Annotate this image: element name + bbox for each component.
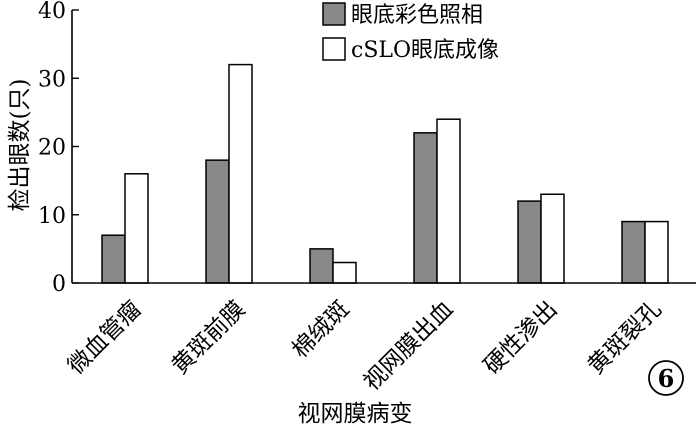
- legend: 眼底彩色照相 cSLO眼底成像: [322, 2, 499, 63]
- badge-circle: [648, 360, 684, 396]
- x-tick-label: 硬性渗出: [479, 296, 562, 379]
- y-ticks-layer: 0 10 20 30 40: [38, 0, 79, 297]
- legend-swatch-series-2: [322, 37, 346, 61]
- bar-series-2-1: [124, 173, 149, 284]
- bar-series-1-1: [101, 234, 126, 284]
- badge-number: 6: [658, 364, 675, 393]
- x-tick-label: 微血管瘤: [63, 296, 146, 379]
- y-tick-label: 30: [38, 67, 66, 92]
- y-tick-label: 10: [38, 204, 66, 229]
- y-tick-label: 40: [38, 0, 66, 24]
- bar-series-1-3: [309, 248, 334, 284]
- bar-series-2-5: [540, 193, 565, 284]
- legend-label-series-2: cSLO眼底成像: [351, 38, 499, 63]
- y-tick-label: 20: [38, 136, 66, 161]
- x-tick-label: 棉绒斑: [287, 296, 354, 363]
- bar-series-2-3: [332, 261, 357, 284]
- legend-swatch-series-1: [322, 2, 346, 26]
- figure-number-badge: 6: [648, 360, 684, 396]
- bar-series-1-5: [517, 200, 542, 284]
- bar-series-2-4: [436, 118, 461, 284]
- y-axis-label: 检出眼数(只): [7, 79, 33, 212]
- bar-series-1-2: [205, 159, 230, 284]
- x-axis-label: 视网膜病变: [298, 401, 413, 427]
- x-tick-label: 视网膜出血: [359, 296, 459, 396]
- bar-series-2-6: [644, 220, 669, 284]
- legend-label-series-1: 眼底彩色照相: [351, 3, 483, 28]
- x-tick-label: 黄斑前膜: [167, 296, 250, 379]
- bar-series-2-2: [228, 63, 253, 284]
- bar-series-1-4: [413, 132, 438, 284]
- y-tick-label: 0: [52, 272, 66, 297]
- x-ticks-layer: 微血管瘤 黄斑前膜 棉绒斑 视网膜出血 硬性渗出 黄斑裂孔: [63, 296, 666, 396]
- bar-series-1-6: [621, 220, 646, 284]
- bars-layer: [101, 63, 669, 284]
